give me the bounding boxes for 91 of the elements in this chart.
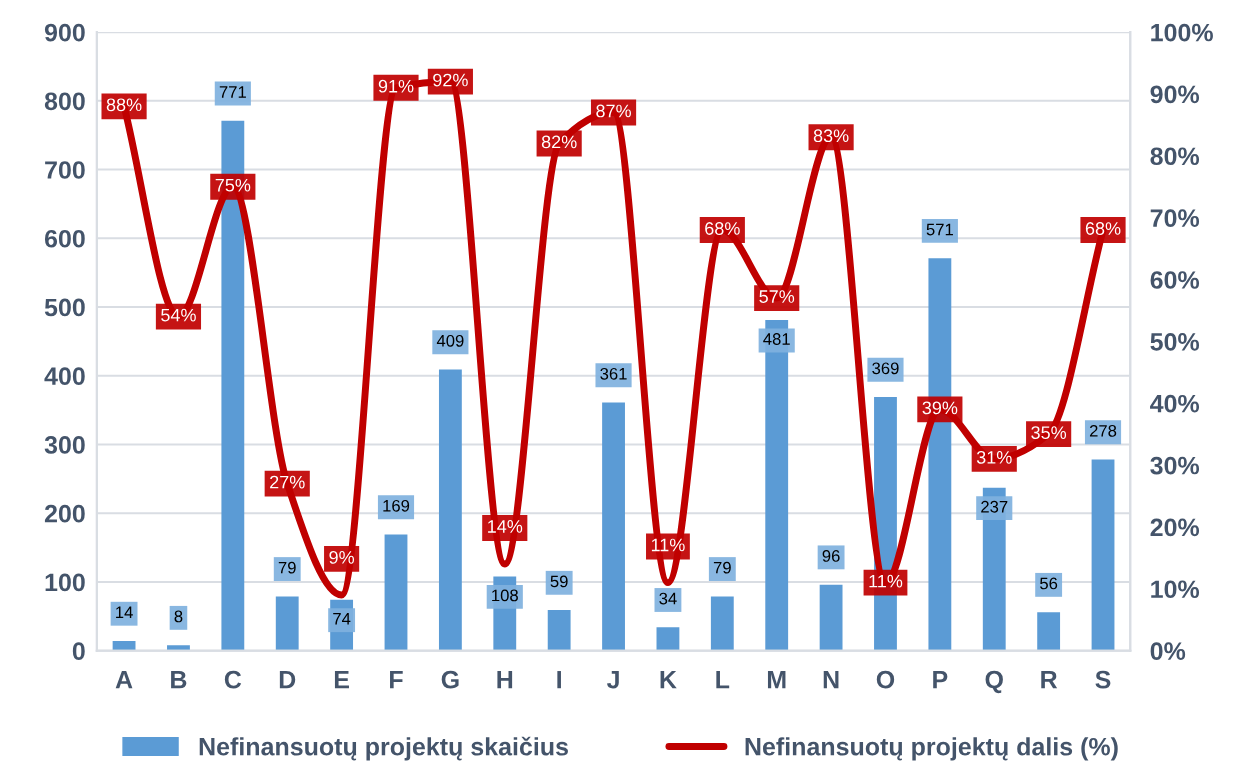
bar [1091, 459, 1115, 651]
data-label: 169 [383, 499, 410, 512]
x-tick-label: G [441, 670, 459, 689]
data-label: 108 [492, 589, 518, 602]
data-label: 82% [541, 135, 577, 149]
data-label: 409 [436, 334, 464, 347]
data-label: 571 [926, 223, 953, 236]
bar [167, 645, 190, 651]
y-tick-label: 0 [72, 642, 85, 660]
y2-tick-label: 70% [1150, 209, 1200, 227]
data-label: 68% [705, 222, 740, 235]
y2-tick-label: 80% [1150, 147, 1200, 166]
x-tick-label: F [390, 671, 403, 689]
bar [275, 596, 299, 651]
bar [547, 610, 571, 651]
x-tick-label: P [933, 671, 948, 689]
bar [112, 641, 136, 651]
y-tick-label: 900 [44, 23, 85, 42]
data-label: 79 [278, 561, 296, 574]
y-tick-label: 700 [45, 161, 85, 179]
x-tick-label: N [823, 671, 839, 689]
data-label: 35% [1031, 426, 1067, 440]
y-tick-label: 400 [44, 367, 85, 386]
y-tick-label: 600 [44, 229, 85, 248]
data-label: 88% [106, 98, 142, 112]
data-label: 39% [922, 401, 958, 415]
x-tick-label: C [224, 670, 242, 689]
data-label: 57% [759, 290, 795, 303]
data-label: 14 [116, 606, 133, 619]
x-tick-label: R [1041, 671, 1058, 689]
y-tick-label: 800 [44, 92, 85, 111]
legend-label: Nefinansuotų projektų skaičius [199, 736, 568, 761]
data-label: 59 [550, 575, 568, 588]
bar [602, 402, 625, 651]
data-label: 9% [329, 550, 355, 564]
y-tick-label: 200 [44, 504, 85, 523]
x-tick-label: J [606, 671, 619, 689]
x-tick-label: I [557, 671, 561, 689]
data-label: 75% [215, 178, 251, 192]
y2-tick-label: 100% [1151, 23, 1213, 42]
y2-tick-label: 60% [1150, 271, 1200, 289]
bar [384, 534, 408, 651]
data-label: 27% [270, 475, 305, 489]
data-label: 481 [763, 333, 790, 345]
legend-label: Nefinansuotų projektų dalis (%) [745, 737, 1118, 761]
data-label: 91% [378, 79, 414, 93]
data-label: 278 [1089, 424, 1117, 437]
data-label: 34 [659, 592, 677, 605]
data-label: 31% [976, 450, 1012, 464]
x-tick-label: Q [985, 670, 1003, 694]
data-label: 96 [822, 550, 840, 562]
data-label: 68% [1085, 222, 1121, 235]
y2-tick-label: 40% [1150, 394, 1200, 413]
x-tick-label: K [660, 671, 677, 689]
data-label: 79 [713, 561, 731, 574]
data-label: 771 [219, 86, 246, 98]
y2-tick-label: 50% [1150, 332, 1200, 351]
bar [819, 584, 843, 651]
y-tick-label: 100 [45, 573, 85, 592]
y-tick-label: 500 [44, 298, 85, 317]
x-tick-label: S [1095, 670, 1111, 689]
x-tick-label: B [171, 671, 187, 689]
y2-tick-label: 0% [1150, 642, 1186, 660]
data-label: 369 [872, 362, 899, 375]
y-tick-label: 300 [44, 436, 85, 454]
y2-tick-label: 30% [1150, 456, 1200, 475]
y2-tick-label: 20% [1150, 518, 1200, 537]
bar [1037, 612, 1061, 651]
data-label: 14% [488, 520, 523, 533]
data-label: 237 [981, 500, 1008, 513]
x-tick-label: H [497, 671, 513, 689]
x-tick-label: D [279, 671, 296, 689]
bar [656, 627, 680, 651]
data-label: 8 [174, 610, 183, 623]
bar [710, 596, 734, 651]
data-label: 361 [600, 367, 627, 380]
data-label: 11% [651, 538, 685, 552]
y2-tick-label: 10% [1151, 580, 1200, 599]
data-label: 83% [813, 129, 849, 143]
data-label: 87% [596, 104, 631, 118]
x-tick-label: M [767, 671, 786, 689]
x-tick-label: A [115, 671, 133, 689]
y2-tick-label: 90% [1150, 85, 1200, 104]
x-tick-label: E [334, 671, 349, 689]
data-label: 56 [1040, 577, 1058, 590]
x-tick-label: O [876, 670, 895, 689]
bar [438, 369, 462, 651]
x-tick-label: L [716, 671, 730, 689]
data-label: 54% [161, 308, 196, 322]
data-label: 74 [333, 613, 351, 625]
data-label: 92% [433, 73, 468, 87]
